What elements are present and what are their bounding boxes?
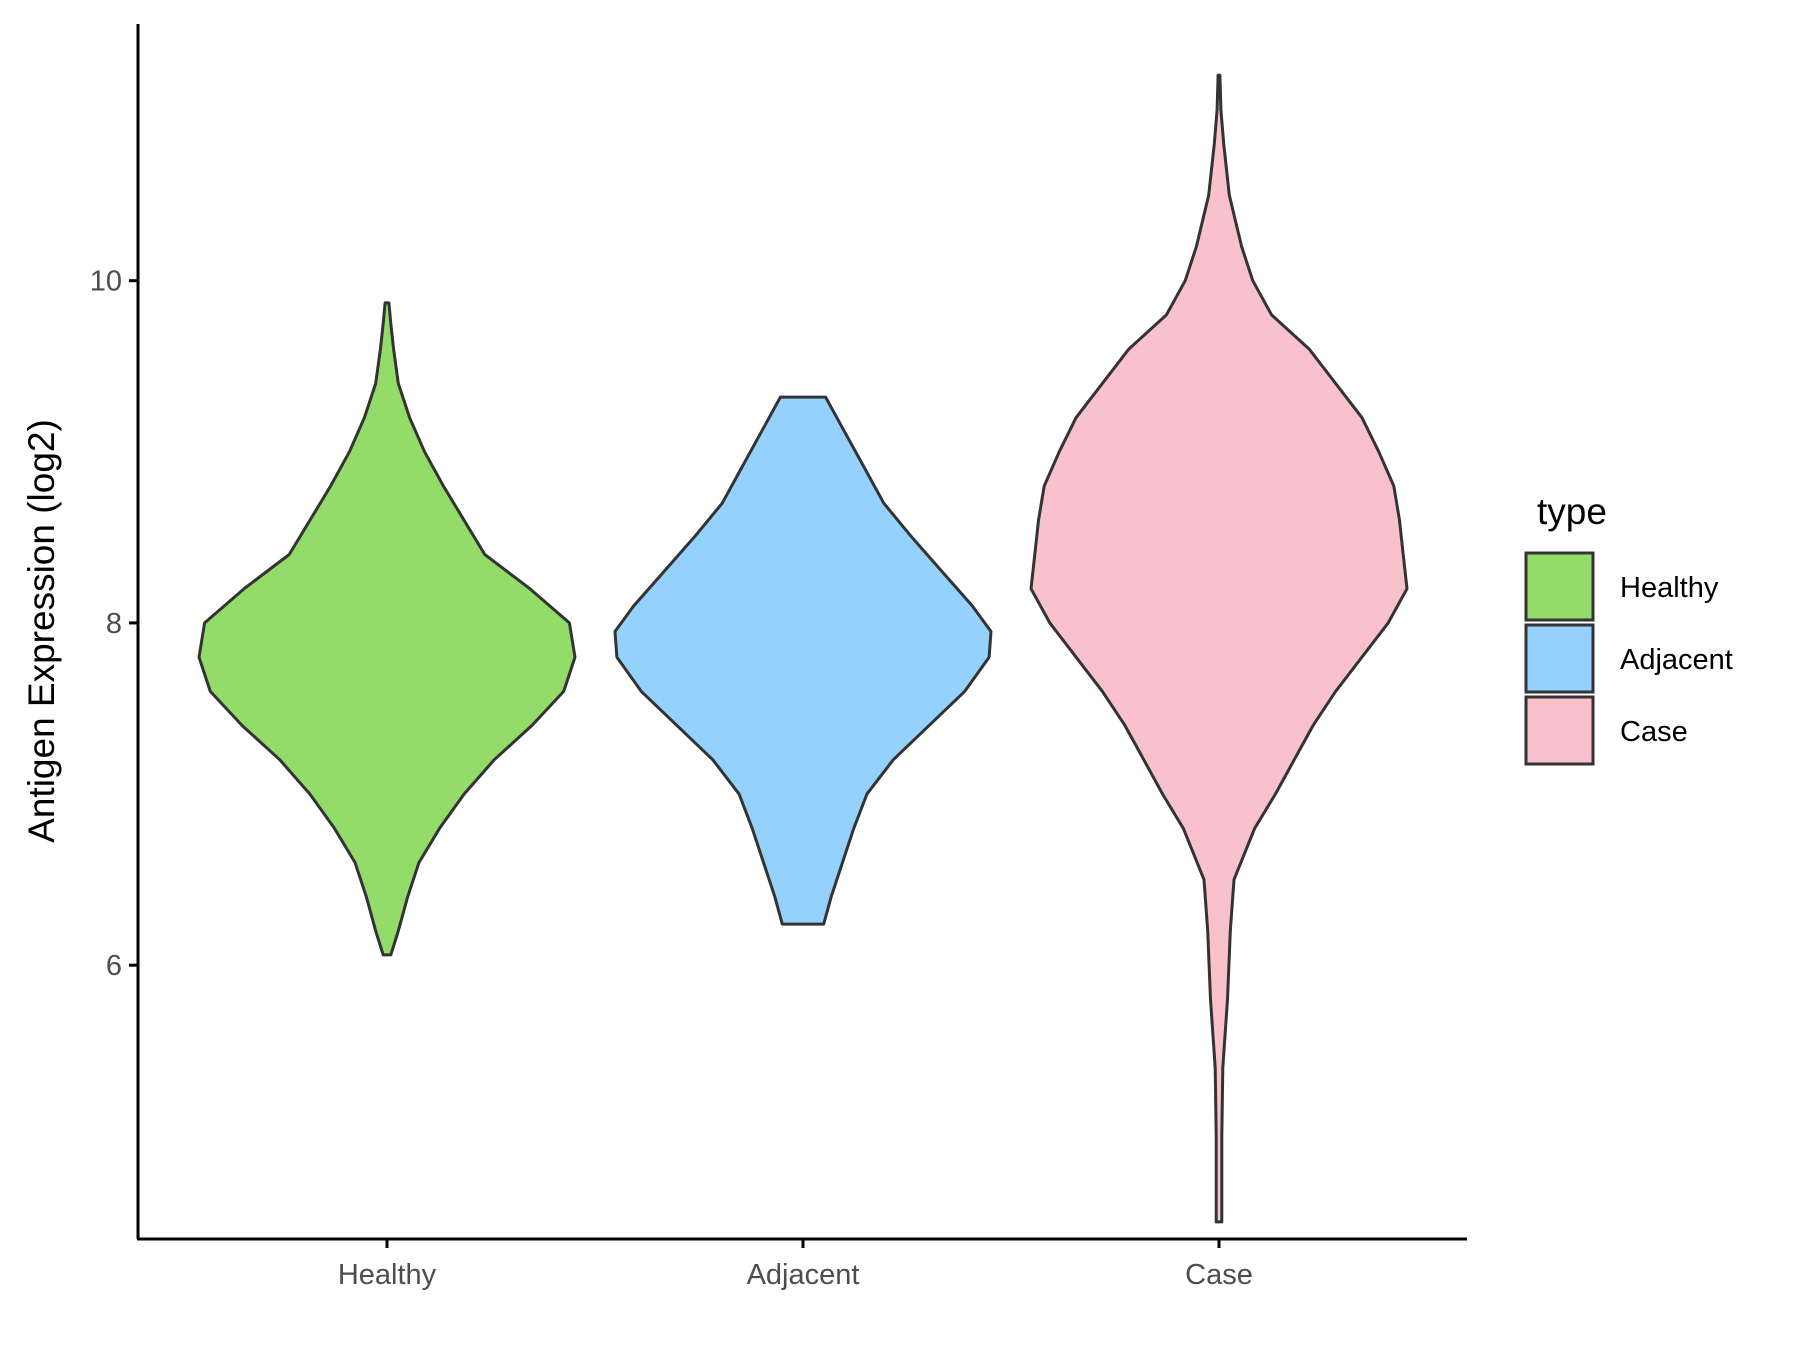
x-tick-label: Case [1185, 1259, 1253, 1291]
x-tick-label: Adjacent [747, 1259, 860, 1291]
legend-title: type [1537, 491, 1607, 532]
violin-healthy [197, 301, 577, 957]
x-tick-label: Healthy [338, 1259, 437, 1291]
legend: type Healthy Adjacent Case [1524, 491, 1733, 766]
y-tick-label: 6 [106, 950, 122, 982]
violin-adjacent [613, 395, 993, 926]
violins [197, 73, 1409, 1224]
legend-swatch-healthy [1524, 551, 1595, 622]
violin-case [1029, 73, 1409, 1224]
legend-swatch-adjacent [1524, 623, 1595, 694]
y-tick-label: 8 [106, 608, 122, 640]
y-axis-title: Antigen Expression (log2) [21, 419, 62, 843]
legend-swatch-case [1524, 695, 1595, 766]
x-axis-ticks: Healthy Adjacent Case [338, 1239, 1253, 1291]
y-tick-label: 10 [90, 266, 122, 298]
y-axis-ticks: 6 8 10 [90, 266, 138, 982]
legend-label-adjacent: Adjacent [1620, 644, 1733, 676]
legend-label-healthy: Healthy [1620, 572, 1719, 604]
legend-label-case: Case [1620, 716, 1688, 748]
